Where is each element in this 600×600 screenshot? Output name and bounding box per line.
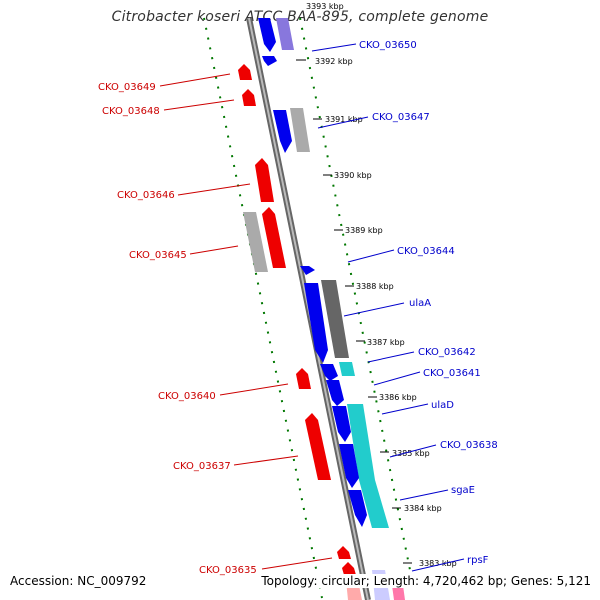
gene-label[interactable]: CKO_03650 <box>359 40 417 51</box>
feature-sgaE-cyan[interactable] <box>359 480 389 528</box>
forward-strand-features <box>258 18 405 600</box>
feature-blue-lower[interactable] <box>348 490 367 527</box>
tick-label: 3387 kbp <box>367 338 405 347</box>
gene-label[interactable]: CKO_03637 <box>173 461 231 472</box>
feature-cko-03648[interactable] <box>242 89 256 106</box>
tick-label: 3390 kbp <box>334 171 372 180</box>
feature-ulaA[interactable] <box>304 283 328 363</box>
accession-text: Accession: NC_009792 <box>10 574 147 588</box>
gene-label[interactable]: CKO_03638 <box>440 440 498 451</box>
gene-label[interactable]: rpsF <box>467 555 489 566</box>
gene-label[interactable]: CKO_03648 <box>102 106 160 117</box>
feature-cko-03635[interactable] <box>337 546 351 559</box>
tick-label: 3385 kbp <box>392 449 430 458</box>
gene-label[interactable]: CKO_03647 <box>372 112 430 123</box>
left-labels: CKO_03649 CKO_03648 CKO_03646 CKO_03645 … <box>98 82 257 576</box>
summary-text: Topology: circular; Length: 4,720,462 bp… <box>259 574 591 588</box>
tick-label: 3393 kbp <box>306 2 344 11</box>
left-leader-lines <box>159 73 333 570</box>
feature-cko-03650[interactable] <box>258 18 276 52</box>
feature-ulaA-gray[interactable] <box>321 280 349 358</box>
right-leader-lines <box>311 43 465 572</box>
feature-cko-03647[interactable] <box>273 110 292 153</box>
feature-cko-03645-gray[interactable] <box>243 212 268 272</box>
gene-label[interactable]: ulaA <box>409 298 431 309</box>
guide-line-left <box>203 17 323 599</box>
feature-sgaE[interactable] <box>339 444 359 488</box>
tick-labels: 3393 kbp 3392 kbp 3391 kbp 3390 kbp 3389… <box>306 2 457 568</box>
tick-marks <box>296 59 412 564</box>
tick-label: 3386 kbp <box>379 393 417 402</box>
gene-label[interactable]: CKO_03649 <box>98 82 156 93</box>
gene-label[interactable]: CKO_03646 <box>117 190 175 201</box>
gene-label[interactable]: CKO_03644 <box>397 246 455 257</box>
tick-label: 3383 kbp <box>419 559 457 568</box>
feature-cko-03644[interactable] <box>300 266 315 275</box>
feature-cko-03646[interactable] <box>255 158 274 202</box>
gene-label[interactable]: ulaD <box>431 400 454 411</box>
reverse-strand-features <box>238 64 362 600</box>
feature-cko-03642[interactable] <box>339 362 355 376</box>
feature-ulaD[interactable] <box>326 380 344 406</box>
tick-label: 3392 kbp <box>315 57 353 66</box>
feature-cko-03647-gray[interactable] <box>290 108 310 152</box>
feature-cko-03645[interactable] <box>262 207 286 268</box>
tick-label: 3389 kbp <box>345 226 383 235</box>
feature-cko-03650-gray[interactable] <box>276 18 294 50</box>
tick-label: 3391 kbp <box>325 115 363 124</box>
gene-label[interactable]: CKO_03640 <box>158 391 216 402</box>
feature-cko-03640[interactable] <box>296 368 311 389</box>
right-labels: CKO_03650 CKO_03647 CKO_03644 ulaA CKO_0… <box>359 40 498 566</box>
gene-label[interactable]: CKO_03641 <box>423 368 481 379</box>
gene-label[interactable]: sgaE <box>451 485 475 496</box>
feature-cko-03638[interactable] <box>347 404 375 480</box>
feature-small-blue[interactable] <box>262 56 277 66</box>
guide-lines <box>203 17 411 599</box>
tick-label: 3384 kbp <box>404 504 442 513</box>
tick-label: 3388 kbp <box>356 282 394 291</box>
feature-cko-03637[interactable] <box>305 413 331 480</box>
feature-ulaD-blue2[interactable] <box>332 406 351 442</box>
map-title: Citrobacter koseri ATCC BAA-895, complet… <box>111 9 489 25</box>
gene-label[interactable]: CKO_03645 <box>129 250 187 261</box>
feature-cko-03649[interactable] <box>238 64 252 80</box>
gene-label[interactable]: CKO_03635 <box>199 565 257 576</box>
feature-cko-03635b[interactable] <box>342 562 356 575</box>
guide-line-right <box>299 17 411 571</box>
gene-label[interactable]: CKO_03642 <box>418 347 476 358</box>
feature-cko-03641[interactable] <box>320 364 338 381</box>
